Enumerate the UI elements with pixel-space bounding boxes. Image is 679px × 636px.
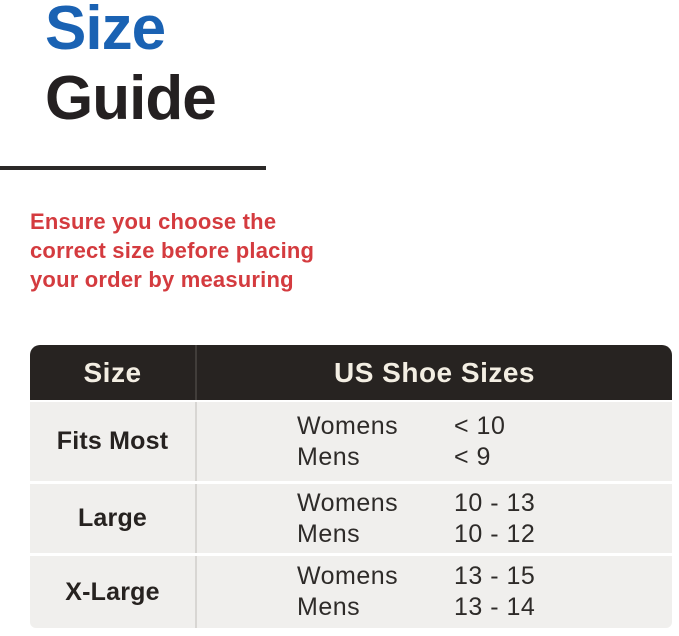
intro-line: your order by measuring bbox=[30, 267, 294, 292]
entry-group: Mens bbox=[297, 593, 361, 621]
header-us-shoe-sizes: US Shoe Sizes bbox=[195, 345, 672, 400]
entry-group: Mens bbox=[297, 519, 361, 548]
table-row: Large Womens 10 - 13 Mens 10 - 12 bbox=[30, 484, 672, 553]
detail-cell: Womens < 10 Mens < 9 bbox=[195, 402, 672, 481]
entry-range: < 10 bbox=[454, 411, 506, 440]
entry-range: 10 - 13 bbox=[454, 488, 536, 517]
title-word-size: Size bbox=[45, 0, 166, 63]
size-cell: Large bbox=[77, 504, 148, 532]
entry-line: Womens < 10 bbox=[297, 411, 672, 442]
intro-text: Ensure you choose the correct size befor… bbox=[30, 207, 314, 294]
size-cell: X-Large bbox=[65, 577, 160, 606]
entry-group: Womens bbox=[297, 562, 399, 590]
page-title: Size Guide bbox=[45, 0, 217, 134]
size-table: Size US Shoe Sizes Fits Most Womens < 10… bbox=[30, 345, 672, 628]
entry-range: 10 - 12 bbox=[454, 519, 536, 548]
table-row: Fits Most Womens < 10 Mens < 9 bbox=[30, 402, 672, 481]
size-table-body: Fits Most Womens < 10 Mens < 9 Large Wom… bbox=[30, 402, 672, 628]
detail-cell: Womens 10 - 13 Mens 10 - 12 bbox=[195, 484, 672, 553]
intro-line: Ensure you choose the bbox=[30, 209, 277, 234]
entry-line: Womens 10 - 13 bbox=[297, 488, 672, 519]
entry-group: Womens bbox=[297, 411, 399, 440]
entry-group: Womens bbox=[297, 488, 399, 517]
entry-line: Womens 13 - 15 bbox=[297, 561, 672, 592]
size-table-header: Size US Shoe Sizes bbox=[30, 345, 672, 400]
title-underline bbox=[0, 166, 266, 170]
entry-range: 13 - 14 bbox=[454, 593, 536, 621]
entry-line: Mens < 9 bbox=[297, 442, 672, 473]
size-cell: Fits Most bbox=[56, 427, 169, 455]
entry-group: Mens bbox=[297, 442, 361, 471]
entry-range: 13 - 15 bbox=[454, 562, 536, 590]
entry-line: Mens 13 - 14 bbox=[297, 592, 672, 623]
header-size: Size bbox=[83, 356, 142, 388]
entry-range: < 9 bbox=[454, 442, 491, 471]
entry-line: Mens 10 - 12 bbox=[297, 519, 672, 550]
table-row: X-Large Womens 13 - 15 Mens 13 - 14 bbox=[30, 556, 672, 628]
detail-cell: Womens 13 - 15 Mens 13 - 14 bbox=[195, 556, 672, 628]
title-word-guide: Guide bbox=[45, 64, 217, 133]
intro-line: correct size before placing bbox=[30, 238, 315, 263]
